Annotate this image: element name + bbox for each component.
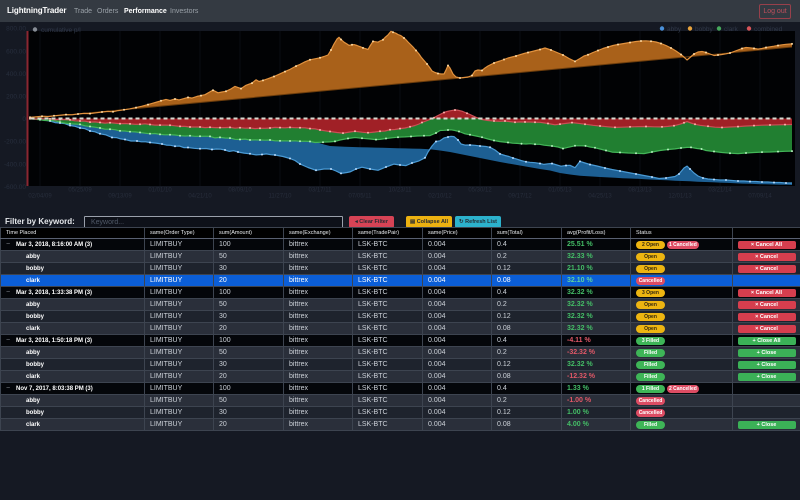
svg-text:combined: combined bbox=[754, 26, 783, 33]
svg-text:abby: abby bbox=[667, 26, 682, 33]
svg-text:07/05/11: 07/05/11 bbox=[349, 194, 373, 200]
svg-text:-600.00: -600.00 bbox=[4, 184, 26, 191]
svg-text:02/10/12: 02/10/12 bbox=[428, 194, 452, 200]
svg-text:01/05/13: 01/05/13 bbox=[548, 188, 572, 194]
svg-text:03/21/14: 03/21/14 bbox=[708, 188, 732, 194]
svg-text:08/13/13: 08/13/13 bbox=[628, 188, 652, 194]
svg-text:01/01/10: 01/01/10 bbox=[148, 188, 172, 194]
svg-text:10/23/11: 10/23/11 bbox=[389, 188, 413, 194]
svg-text:12/01/13: 12/01/13 bbox=[668, 194, 692, 200]
svg-text:04/21/10: 04/21/10 bbox=[188, 194, 212, 200]
svg-text:bobby: bobby bbox=[695, 26, 713, 33]
svg-text:11/27/10: 11/27/10 bbox=[269, 194, 293, 200]
svg-text:09/13/09: 09/13/09 bbox=[108, 194, 132, 200]
svg-text:05/25/09: 05/25/09 bbox=[68, 188, 92, 194]
svg-text:400.00: 400.00 bbox=[6, 71, 26, 78]
svg-text:200.00: 200.00 bbox=[6, 94, 26, 101]
svg-text:800.00: 800.00 bbox=[6, 26, 26, 33]
svg-text:03/17/11: 03/17/11 bbox=[309, 188, 333, 194]
svg-text:cumulative p/l: cumulative p/l bbox=[41, 27, 81, 34]
svg-text:600.00: 600.00 bbox=[6, 48, 26, 55]
svg-text:0: 0 bbox=[22, 116, 26, 123]
svg-text:09/17/12: 09/17/12 bbox=[508, 194, 532, 200]
svg-text:08/09/10: 08/09/10 bbox=[228, 188, 252, 194]
svg-text:-200.00: -200.00 bbox=[4, 139, 26, 146]
svg-text:-400.00: -400.00 bbox=[4, 161, 26, 168]
svg-text:05/30/12: 05/30/12 bbox=[468, 188, 492, 194]
svg-text:02/04/09: 02/04/09 bbox=[28, 194, 52, 200]
svg-text:07/09/14: 07/09/14 bbox=[748, 194, 772, 200]
svg-text:04/25/13: 04/25/13 bbox=[588, 194, 612, 200]
svg-text:clark: clark bbox=[724, 26, 738, 33]
